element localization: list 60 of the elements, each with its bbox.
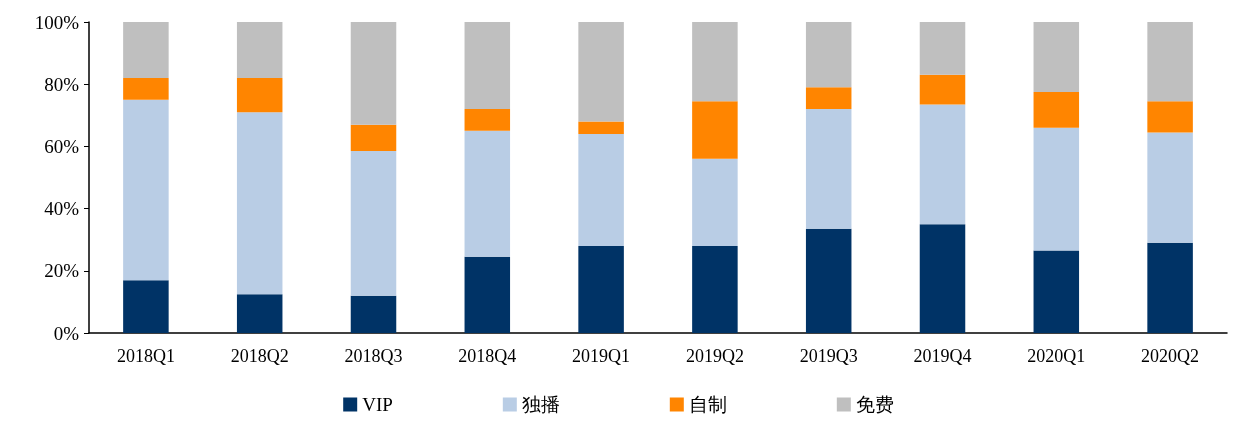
bar bbox=[805, 87, 852, 110]
bar bbox=[123, 280, 169, 333]
bar bbox=[350, 22, 397, 125]
bar bbox=[805, 109, 852, 229]
x-tick-label: 2018Q4 bbox=[458, 346, 517, 366]
x-tick-label: 2020Q2 bbox=[1141, 346, 1200, 366]
y-tick-label: 20% bbox=[44, 260, 80, 282]
x-tick-label: 2018Q3 bbox=[344, 346, 403, 366]
y-tick-label: 100% bbox=[34, 11, 80, 33]
legend-label: 免费 bbox=[855, 394, 894, 415]
bar bbox=[350, 124, 397, 152]
x-tick-label: 2019Q4 bbox=[913, 346, 972, 366]
bar bbox=[692, 245, 738, 333]
bar bbox=[123, 22, 169, 78]
bar bbox=[692, 101, 738, 159]
bar bbox=[1147, 132, 1193, 243]
bar bbox=[578, 245, 624, 333]
bar bbox=[578, 22, 624, 122]
bar bbox=[464, 109, 511, 131]
y-tick-label: 80% bbox=[44, 73, 80, 95]
bar bbox=[236, 112, 283, 295]
bar bbox=[236, 294, 283, 333]
bar bbox=[464, 22, 511, 110]
bar bbox=[236, 22, 283, 78]
bar bbox=[1147, 242, 1193, 333]
bar bbox=[578, 133, 624, 246]
bar bbox=[464, 130, 511, 257]
bar bbox=[692, 22, 738, 102]
legend-label: 自制 bbox=[688, 394, 727, 415]
bar bbox=[578, 121, 624, 134]
bar bbox=[123, 77, 169, 100]
x-tick-label: 2018Q2 bbox=[230, 346, 289, 366]
bar bbox=[236, 77, 283, 113]
legend-label: VIP bbox=[362, 394, 393, 415]
legend-label: 独播 bbox=[521, 394, 560, 415]
bar bbox=[464, 256, 511, 333]
bar bbox=[1147, 22, 1193, 102]
x-tick-label: 2018Q1 bbox=[116, 346, 175, 366]
x-tick-label: 2019Q2 bbox=[685, 346, 744, 366]
y-tick-label: 60% bbox=[44, 135, 80, 157]
bar bbox=[692, 158, 738, 246]
x-tick-label: 2020Q1 bbox=[1027, 346, 1086, 366]
bar bbox=[805, 22, 852, 88]
bar bbox=[1033, 22, 1080, 92]
bar bbox=[123, 99, 169, 281]
bar bbox=[350, 151, 397, 296]
bar bbox=[919, 104, 966, 225]
bar bbox=[919, 74, 966, 105]
bar bbox=[919, 224, 966, 333]
bar bbox=[350, 295, 397, 333]
bar bbox=[1033, 91, 1080, 128]
bar bbox=[805, 228, 852, 333]
bar bbox=[1147, 101, 1193, 133]
bar bbox=[1033, 127, 1080, 251]
x-tick-label: 2019Q1 bbox=[572, 346, 631, 366]
y-tick-label: 40% bbox=[44, 198, 80, 220]
bar bbox=[919, 22, 966, 75]
x-tick-label: 2019Q3 bbox=[799, 346, 858, 366]
y-tick-label: 0% bbox=[53, 322, 80, 344]
bar bbox=[1033, 250, 1080, 333]
